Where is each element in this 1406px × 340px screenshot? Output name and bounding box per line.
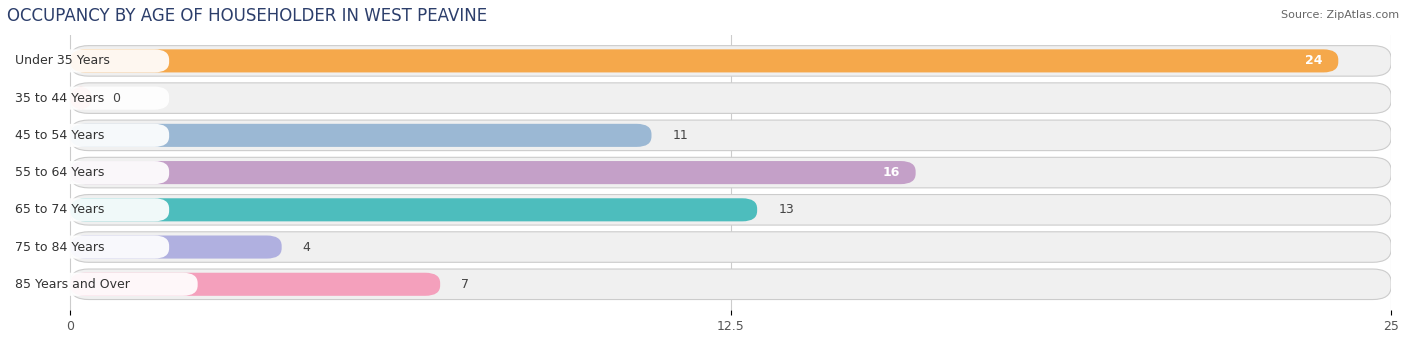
Text: 45 to 54 Years: 45 to 54 Years xyxy=(15,129,104,142)
Text: OCCUPANCY BY AGE OF HOUSEHOLDER IN WEST PEAVINE: OCCUPANCY BY AGE OF HOUSEHOLDER IN WEST … xyxy=(7,7,486,25)
FancyBboxPatch shape xyxy=(10,273,198,296)
FancyBboxPatch shape xyxy=(70,236,281,259)
Text: 35 to 44 Years: 35 to 44 Years xyxy=(15,91,104,105)
Text: 75 to 84 Years: 75 to 84 Years xyxy=(15,240,104,254)
Text: 4: 4 xyxy=(302,240,311,254)
FancyBboxPatch shape xyxy=(10,49,169,72)
FancyBboxPatch shape xyxy=(10,161,169,184)
FancyBboxPatch shape xyxy=(70,194,1391,225)
Text: 11: 11 xyxy=(672,129,689,142)
Text: Under 35 Years: Under 35 Years xyxy=(15,54,110,67)
Text: 85 Years and Over: 85 Years and Over xyxy=(15,278,129,291)
FancyBboxPatch shape xyxy=(10,87,169,110)
FancyBboxPatch shape xyxy=(70,269,1391,300)
FancyBboxPatch shape xyxy=(70,232,1391,262)
FancyBboxPatch shape xyxy=(70,157,1391,188)
FancyBboxPatch shape xyxy=(70,273,440,296)
FancyBboxPatch shape xyxy=(10,198,169,221)
Text: Source: ZipAtlas.com: Source: ZipAtlas.com xyxy=(1281,10,1399,20)
FancyBboxPatch shape xyxy=(70,83,1391,113)
FancyBboxPatch shape xyxy=(70,198,758,221)
Text: 7: 7 xyxy=(461,278,470,291)
FancyBboxPatch shape xyxy=(70,49,1339,72)
FancyBboxPatch shape xyxy=(70,46,1391,76)
FancyBboxPatch shape xyxy=(10,124,169,147)
Text: 16: 16 xyxy=(883,166,900,179)
FancyBboxPatch shape xyxy=(70,161,915,184)
Text: 0: 0 xyxy=(112,91,121,105)
Text: 13: 13 xyxy=(779,203,794,216)
FancyBboxPatch shape xyxy=(70,124,651,147)
FancyBboxPatch shape xyxy=(70,120,1391,151)
FancyBboxPatch shape xyxy=(70,87,91,110)
Text: 24: 24 xyxy=(1305,54,1323,67)
FancyBboxPatch shape xyxy=(10,236,169,259)
Text: 55 to 64 Years: 55 to 64 Years xyxy=(15,166,104,179)
Text: 65 to 74 Years: 65 to 74 Years xyxy=(15,203,104,216)
